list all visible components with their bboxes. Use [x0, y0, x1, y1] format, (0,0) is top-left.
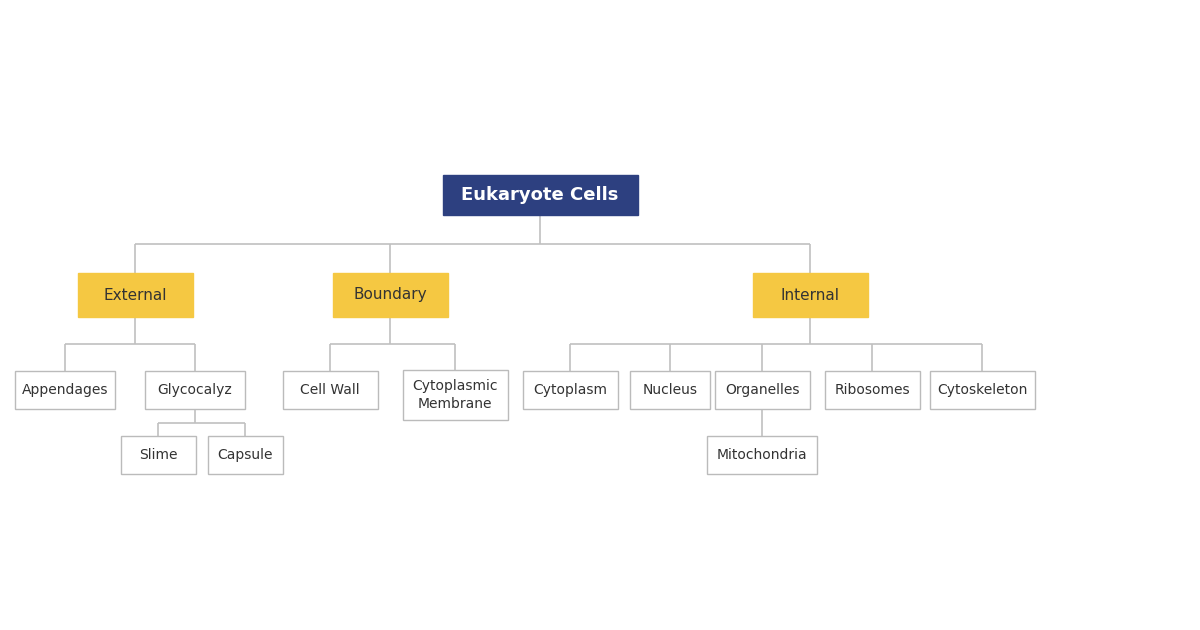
Text: Internal: Internal — [780, 287, 840, 302]
FancyBboxPatch shape — [630, 371, 710, 409]
FancyBboxPatch shape — [282, 371, 378, 409]
Text: Cytoskeleton: Cytoskeleton — [937, 383, 1027, 397]
FancyBboxPatch shape — [443, 175, 637, 215]
Text: Organelles: Organelles — [725, 383, 799, 397]
Text: Boundary: Boundary — [353, 287, 427, 302]
Text: Cytoplasm: Cytoplasm — [533, 383, 607, 397]
Text: Eukaryote Cells: Eukaryote Cells — [461, 186, 619, 204]
Text: Mitochondria: Mitochondria — [716, 448, 808, 462]
FancyBboxPatch shape — [120, 436, 196, 474]
FancyBboxPatch shape — [332, 273, 448, 317]
FancyBboxPatch shape — [402, 370, 508, 420]
Text: External: External — [103, 287, 167, 302]
FancyBboxPatch shape — [78, 273, 192, 317]
FancyBboxPatch shape — [752, 273, 868, 317]
FancyBboxPatch shape — [145, 371, 245, 409]
Text: Cytoplasmic
Membrane: Cytoplasmic Membrane — [413, 379, 498, 411]
FancyBboxPatch shape — [707, 436, 817, 474]
Text: Cell Wall: Cell Wall — [300, 383, 360, 397]
FancyBboxPatch shape — [930, 371, 1034, 409]
FancyBboxPatch shape — [14, 371, 115, 409]
Text: Appendages: Appendages — [22, 383, 108, 397]
Text: Slime: Slime — [139, 448, 178, 462]
Text: Nucleus: Nucleus — [642, 383, 697, 397]
FancyBboxPatch shape — [522, 371, 618, 409]
Text: Glycocalyz: Glycocalyz — [157, 383, 233, 397]
Text: Capsule: Capsule — [217, 448, 272, 462]
FancyBboxPatch shape — [714, 371, 810, 409]
FancyBboxPatch shape — [208, 436, 282, 474]
Text: Ribosomes: Ribosomes — [834, 383, 910, 397]
FancyBboxPatch shape — [824, 371, 919, 409]
